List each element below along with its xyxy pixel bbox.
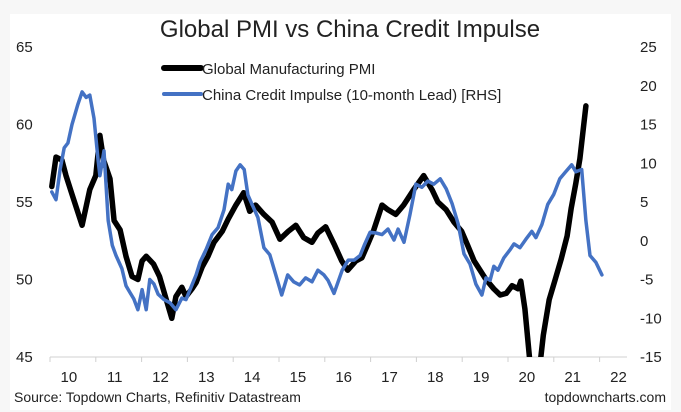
x-tick-label: 20 bbox=[519, 369, 536, 386]
x-tick-label: 17 bbox=[381, 369, 398, 386]
series-line-credit-impulse bbox=[50, 90, 604, 312]
y-right-tick-label: 10 bbox=[640, 155, 657, 172]
legend: Global Manufacturing PMI China Credit Im… bbox=[161, 61, 501, 104]
legend-label-credit: China Credit Impulse (10-month Lead) [RH… bbox=[202, 87, 501, 104]
y-left-tick-label: 60 bbox=[16, 117, 33, 134]
x-tick-label: 18 bbox=[427, 369, 444, 386]
axes: 10 11 12 13 14 15 16 17 18 19 20 21 224550556065-15-… bbox=[16, 39, 662, 386]
y-right-tick-label: 25 bbox=[640, 39, 657, 56]
y-right-tick-label: 15 bbox=[640, 117, 657, 134]
y-right-tick-label: 5 bbox=[640, 194, 648, 211]
y-right-tick-label: 0 bbox=[640, 233, 648, 250]
y-right-tick-label: -5 bbox=[640, 272, 653, 289]
watermark: topdowncharts.com bbox=[545, 389, 666, 405]
y-right-tick-label: 20 bbox=[640, 78, 657, 95]
y-left-tick-label: 55 bbox=[16, 194, 33, 211]
series-line-pmi bbox=[49, 103, 589, 357]
x-tick-label: 11 bbox=[107, 369, 123, 386]
chart-title: Global PMI vs China Credit Impulse bbox=[160, 16, 540, 43]
x-tick-label: 19 bbox=[473, 369, 490, 386]
x-tick-label: 13 bbox=[198, 369, 215, 386]
x-tick-label: 15 bbox=[290, 369, 307, 386]
legend-label-pmi: Global Manufacturing PMI bbox=[202, 61, 375, 78]
y-left-tick-label: 65 bbox=[16, 39, 33, 56]
x-tick-label: 12 bbox=[152, 369, 169, 386]
plot-area bbox=[49, 90, 604, 357]
x-tick-label: 16 bbox=[335, 369, 352, 386]
y-right-tick-label: -10 bbox=[640, 310, 662, 327]
y-right-tick-label: -15 bbox=[640, 349, 662, 366]
y-left-tick-label: 45 bbox=[16, 349, 33, 366]
x-tick-label: 14 bbox=[244, 369, 261, 386]
x-tick-label: 22 bbox=[610, 369, 627, 386]
x-tick-label: 10 bbox=[61, 369, 78, 386]
y-left-tick-label: 50 bbox=[16, 272, 33, 289]
source-note: Source: Topdown Charts, Refinitiv Datast… bbox=[14, 389, 301, 405]
x-tick-label: 21 bbox=[564, 369, 581, 386]
chart-panel bbox=[10, 14, 671, 410]
